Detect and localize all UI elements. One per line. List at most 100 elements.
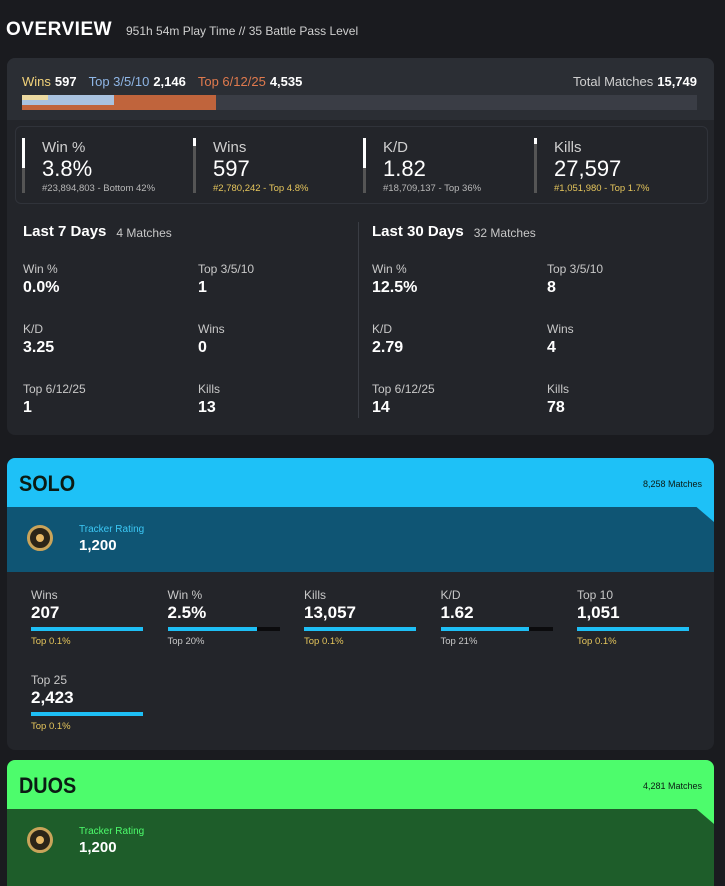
percentile-bar [31, 627, 143, 631]
segment-name: Top 3/5/10 [88, 74, 150, 89]
stat-label: Kills [547, 382, 570, 396]
stat-label: Wins [31, 588, 58, 602]
placement-bar [22, 95, 48, 100]
stat-rank: Top 0.1% [31, 636, 71, 647]
percentile-fill [577, 627, 689, 631]
stat-label: Win % [372, 262, 407, 276]
overview-panel [7, 58, 714, 435]
segment-name: Wins [22, 74, 51, 89]
recent-title: Last 30 Days [372, 223, 464, 240]
stat-label: Top 25 [31, 673, 68, 687]
rating-value: 1,200 [79, 839, 117, 856]
percentile-bar [167, 627, 280, 631]
stat-rank: Top 21% [440, 636, 478, 647]
card-label: Wins [213, 139, 247, 156]
stat-value: 8 [547, 279, 556, 296]
mode-title: DUOS [19, 773, 77, 798]
mode-band [7, 507, 714, 572]
rating-label: Tracker Rating [79, 524, 145, 535]
stat-value: 1.62 [440, 603, 474, 622]
card-bar-top [534, 138, 537, 144]
recent-matches: 32 Matches [473, 226, 536, 240]
title: OVERVIEW [6, 19, 113, 40]
stat-value: 2.79 [372, 339, 404, 356]
stat-value: 4 [547, 339, 556, 356]
stat-value: 13 [198, 399, 216, 416]
stat-label: Top 6/12/25 [372, 382, 435, 396]
mode-title: SOLO [19, 471, 76, 496]
percentile-bar [577, 627, 689, 631]
stat-value: 1 [23, 399, 32, 416]
card-label: K/D [383, 139, 409, 156]
stat-label: Wins [198, 322, 225, 336]
card-bar-top [193, 138, 196, 146]
card-label: Kills [554, 139, 582, 156]
rating-icon-core [36, 836, 44, 844]
card-rank: #2,780,242 - Top 4.8% [213, 183, 309, 194]
card-rank: #23,894,803 - Bottom 42% [42, 183, 156, 194]
card-value: 1.82 [383, 156, 426, 181]
stat-value: 0.0% [23, 279, 60, 296]
stat-label: Top 6/12/25 [23, 382, 86, 396]
stat-label: K/D [440, 588, 461, 602]
card-value: 27,597 [554, 156, 622, 181]
stat-label: Kills [304, 588, 327, 602]
stat-label: Top 3/5/10 [547, 262, 604, 276]
total-value: 15,749 [657, 74, 697, 89]
segment-value: 4,535 [269, 74, 303, 89]
stat-value: 14 [372, 399, 390, 416]
percentile-fill [304, 627, 416, 631]
placement-bar [22, 95, 114, 105]
stat-label: Win % [167, 588, 203, 602]
recent-matches: 4 Matches [116, 226, 172, 240]
percentile-bar [440, 627, 553, 631]
card-label: Win % [42, 139, 86, 156]
percentile-bar [31, 712, 143, 716]
subtitle: 951h 54m Play Time // 35 Battle Pass Lev… [126, 24, 359, 38]
card-rank: #18,709,137 - Top 36% [383, 183, 482, 194]
stat-rank: Top 0.1% [304, 636, 344, 647]
lifetime-box [15, 126, 708, 204]
stat-rank: Top 0.1% [31, 721, 71, 732]
stat-label: K/D [23, 322, 44, 336]
mode-matches: 8,258 Matches [642, 479, 702, 489]
stat-value: 1,051 [577, 603, 620, 622]
mode-notch [686, 800, 714, 824]
card-value: 3.8% [42, 156, 93, 181]
stat-label: Win % [23, 262, 58, 276]
stat-value: 13,057 [304, 603, 356, 622]
card-rank: #1,051,980 - Top 1.7% [554, 183, 650, 194]
mode-matches: 4,281 Matches [642, 781, 702, 791]
recent-title: Last 7 Days [23, 223, 107, 240]
mode-header [7, 760, 714, 809]
stat-value: 78 [547, 399, 565, 416]
stat-label: Top 10 [577, 588, 614, 602]
stat-label: Kills [198, 382, 221, 396]
rating-icon-core [36, 534, 44, 542]
stat-value: 3.25 [23, 339, 55, 356]
placement-area [7, 58, 714, 120]
card-bar-top [22, 138, 25, 168]
mode-header [7, 458, 714, 507]
stat-value: 12.5% [372, 279, 418, 296]
mode-band [7, 809, 714, 886]
divider [358, 222, 359, 418]
stat-value: 0 [198, 339, 207, 356]
mode-notch [686, 498, 714, 522]
rating-value: 1,200 [79, 537, 117, 554]
stat-value: 2.5% [167, 603, 207, 622]
stat-value: 207 [31, 603, 60, 622]
segment-value: 2,146 [153, 74, 186, 89]
stat-rank: Top 0.1% [577, 636, 617, 647]
stat-rank: Top 20% [167, 636, 205, 647]
segment-name: Top 6/12/25 [197, 74, 266, 89]
card-bar-top [363, 138, 366, 168]
card-value: 597 [213, 156, 250, 181]
stat-label: K/D [372, 322, 393, 336]
card-bar [534, 138, 537, 193]
stat-value: 2,423 [31, 688, 74, 707]
percentile-fill [167, 627, 258, 631]
stat-label: Wins [547, 322, 574, 336]
stat-label: Top 3/5/10 [198, 262, 255, 276]
